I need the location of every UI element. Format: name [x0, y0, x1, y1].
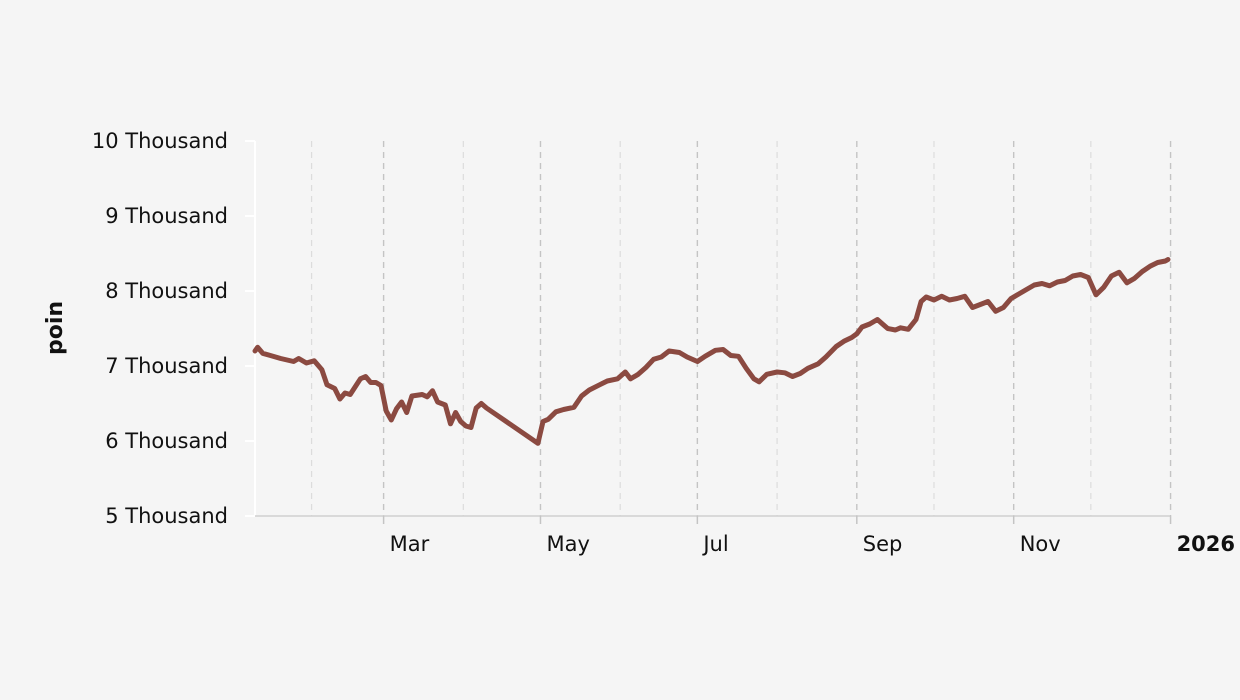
x-tick-label: Jul: [701, 532, 728, 556]
x-tick-label: May: [546, 532, 589, 556]
x-tick-label: 2026: [1177, 532, 1235, 556]
y-tick-label: 7 Thousand: [105, 354, 228, 378]
series-line: [252, 257, 1171, 446]
y-axis-ticks: 5 Thousand 6 Thousand 7 Thousand 8 Thousand…: [92, 129, 255, 528]
grid: [310, 141, 1172, 516]
y-tick-label: 5 Thousand: [105, 504, 228, 528]
y-tick-label: 6 Thousand: [105, 429, 228, 453]
y-tick-label: 8 Thousand: [105, 279, 228, 303]
y-tick-label: 10 Thousand: [92, 129, 228, 153]
y-tick-label: 9 Thousand: [105, 204, 228, 228]
x-tick-label: Mar: [390, 532, 430, 556]
x-axis-ticks: Mar May Jul Sep Nov 2026: [382, 516, 1235, 556]
series: [252, 257, 1171, 446]
x-tick-label: Sep: [863, 532, 903, 556]
y-axis-label: poin: [43, 301, 68, 355]
x-tick-label: Nov: [1020, 532, 1061, 556]
